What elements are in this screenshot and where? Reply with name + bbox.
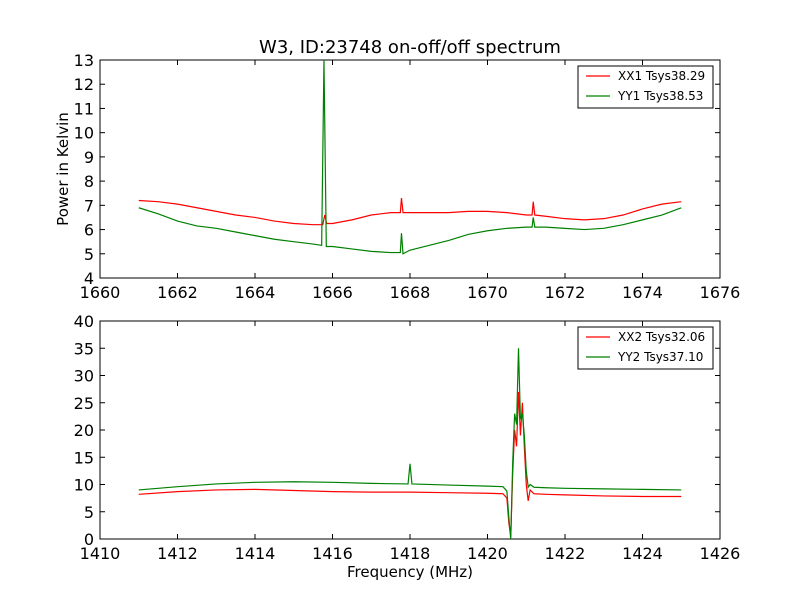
- x-tick-label: 1674: [622, 283, 663, 302]
- y-tick-label: 5: [84, 503, 94, 522]
- y-tick-label: 7: [84, 196, 94, 215]
- x-tick-label: 1670: [467, 283, 508, 302]
- y-tick-label: 6: [84, 221, 94, 240]
- legend-box: [577, 65, 714, 109]
- y-tick-label: 15: [74, 448, 94, 467]
- y-tick-label: 35: [74, 339, 94, 358]
- y-tick-label: 20: [74, 421, 94, 440]
- y-tick-label: 9: [84, 148, 94, 167]
- series-line-yy2: [138, 348, 682, 539]
- x-tick-label: 1668: [390, 283, 431, 302]
- legend-entry: XX2 Tsys32.06: [618, 330, 705, 344]
- x-axis-label: Frequency (MHz): [347, 563, 473, 581]
- series-group: [138, 60, 682, 255]
- y-axis-label: Power in Kelvin: [54, 112, 72, 226]
- x-tick-label: 1666: [312, 283, 353, 302]
- y-tick-label: 0: [84, 530, 94, 549]
- x-tick-label: 1418: [390, 544, 431, 563]
- series-group: [138, 348, 682, 539]
- x-tick-label: 1424: [622, 544, 663, 563]
- x-tick-label: 1416: [312, 544, 353, 563]
- y-tick-label: 13: [74, 51, 94, 70]
- x-tick-label: 1410: [80, 544, 121, 563]
- x-tick-label: 1414: [235, 544, 276, 563]
- y-tick-label: 10: [74, 124, 94, 143]
- y-tick-label: 8: [84, 172, 94, 191]
- x-tick-label: 1672: [545, 283, 586, 302]
- chart-panel-1: 1660 1662 1664 1666 1668 1670 1672 1674 1676 4 5 6 7…: [54, 37, 740, 302]
- y-tick-label: 40: [74, 312, 94, 331]
- x-tick-label: 1412: [157, 544, 198, 563]
- series-line-xx1: [138, 198, 682, 226]
- x-tick-label: 1664: [235, 283, 276, 302]
- series-line-yy1: [138, 60, 682, 255]
- x-tick-label: 1422: [545, 544, 586, 563]
- y-tick-label: 4: [84, 269, 94, 288]
- x-tick-label: 1420: [467, 544, 508, 563]
- y-tick-label: 12: [74, 75, 94, 94]
- legend-box: [577, 326, 714, 370]
- y-tick-label: 5: [84, 245, 94, 264]
- y-tick-label: 25: [74, 394, 94, 413]
- x-tick-label: 1676: [700, 283, 741, 302]
- y-tick-label: 30: [74, 367, 94, 386]
- x-tick-label: 1662: [157, 283, 198, 302]
- x-tick-label: 1426: [700, 544, 741, 563]
- chart-panel-2: 1410 1412 1414 1416 1418 1420 1422 1424 1426 0 5 10…: [74, 312, 741, 581]
- x-tick-label: 1660: [80, 283, 121, 302]
- y-tick-label: 11: [74, 99, 94, 118]
- legend: XX1 Tsys38.29 YY1 Tsys38.53: [577, 65, 714, 109]
- chart-title: W3, ID:23748 on-off/off spectrum: [259, 37, 561, 58]
- legend-entry: YY2 Tsys37.10: [617, 350, 703, 364]
- legend: XX2 Tsys32.06 YY2 Tsys37.10: [577, 326, 714, 370]
- legend-entry: XX1 Tsys38.29: [618, 69, 705, 83]
- y-tick-label: 10: [74, 476, 94, 495]
- legend-entry: YY1 Tsys38.53: [617, 89, 703, 103]
